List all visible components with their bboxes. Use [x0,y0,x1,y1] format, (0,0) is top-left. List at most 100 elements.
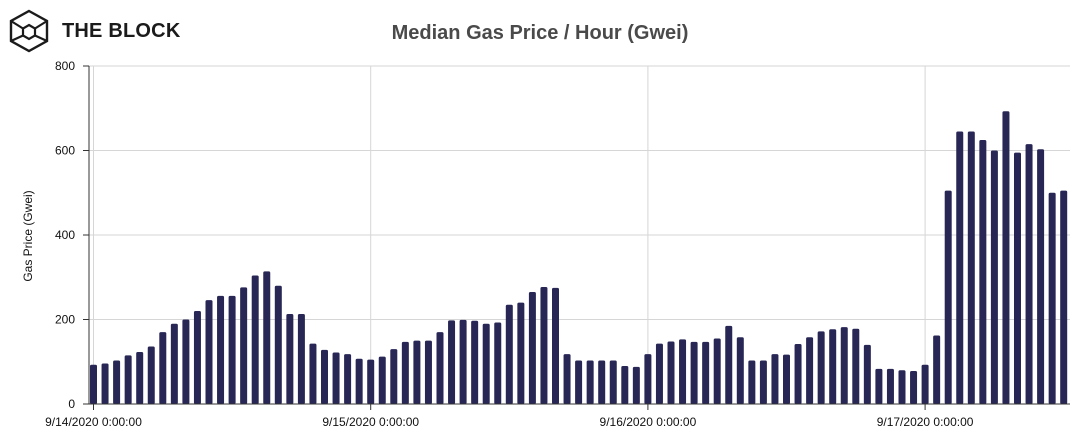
y-axis-title: Gas Price (Gwei) [21,190,35,281]
bar [771,354,779,404]
bar [471,320,479,404]
bar [1060,190,1068,404]
bar [528,292,536,404]
bar [829,329,837,404]
bar [401,341,409,404]
bar [621,365,629,404]
bar-series [90,111,1068,405]
bar [794,344,802,404]
bar [413,340,421,404]
bar [378,356,386,404]
bar [806,337,814,404]
bar [113,360,121,404]
bar [632,366,640,404]
x-tick-label: 9/14/2020 0:00:00 [45,415,142,429]
bar [944,190,952,404]
bar [713,338,721,404]
bar [90,364,97,404]
gridlines [89,65,1070,404]
bar [644,354,652,404]
bar [101,363,109,404]
bar [240,287,248,404]
bar [679,339,687,404]
chart-title: Median Gas Price / Hour (Gwei) [391,22,689,44]
bar [205,300,213,404]
block-cube-icon [9,9,49,53]
bar [459,319,467,404]
y-tick-label: 0 [68,397,75,411]
bar [886,368,894,404]
x-tick-label: 9/16/2020 0:00:00 [600,415,697,429]
y-tick-label: 400 [55,228,75,242]
bar [1048,192,1056,404]
bar [355,358,363,404]
bar [690,341,698,404]
bar [1002,111,1010,405]
y-tick-label: 800 [55,59,75,73]
bar [586,360,594,404]
bar [1014,152,1021,404]
bar [748,360,756,404]
bar [344,354,352,404]
brand-name: THE BLOCK [62,19,181,42]
bar [297,314,305,404]
bar [505,304,513,404]
bar [540,286,548,404]
axes: 0 200 400 600 800 9/14/2020 0:00:00 9/15/2020 … [45,59,1070,429]
bar [228,295,236,404]
bar [817,331,825,404]
bar [563,354,571,404]
bar [783,354,790,404]
bar [482,323,490,404]
bar [655,343,663,404]
bar [159,332,167,404]
bar [390,349,398,404]
bar [956,131,964,405]
bar [667,341,675,404]
bar [702,341,710,404]
bar [598,360,606,404]
bar [609,360,617,404]
bar [933,335,941,404]
bar [136,352,144,404]
bar [910,371,918,404]
y-tick-label: 200 [55,313,75,327]
bar [979,139,987,404]
bar [759,360,767,404]
bar [436,332,444,404]
bar [217,295,225,404]
x-tick-label: 9/17/2020 0:00:00 [877,415,974,429]
bar [852,328,860,404]
bar [552,287,559,404]
bar [898,370,906,404]
y-tick-label: 600 [55,144,75,158]
bar [367,359,375,404]
bar [1037,149,1045,404]
bar [863,344,871,404]
bar [517,302,525,404]
bar [263,271,271,404]
bar [147,346,155,404]
bar [840,327,848,404]
bar [124,355,132,404]
bar [494,322,502,404]
bar [286,314,294,404]
bar [309,343,317,404]
bar [182,319,190,404]
bar [875,368,883,404]
bar [967,131,975,405]
bar [332,352,340,404]
bar [575,360,583,404]
bar [424,340,432,404]
bar [1025,144,1033,404]
bar [990,150,998,404]
bar [725,325,733,404]
bar [736,337,744,404]
bar [448,320,456,404]
bar [274,285,282,404]
bar [321,349,328,404]
brand-logo: THE BLOCK [6,8,180,54]
bar [170,323,178,404]
bar [251,275,259,404]
